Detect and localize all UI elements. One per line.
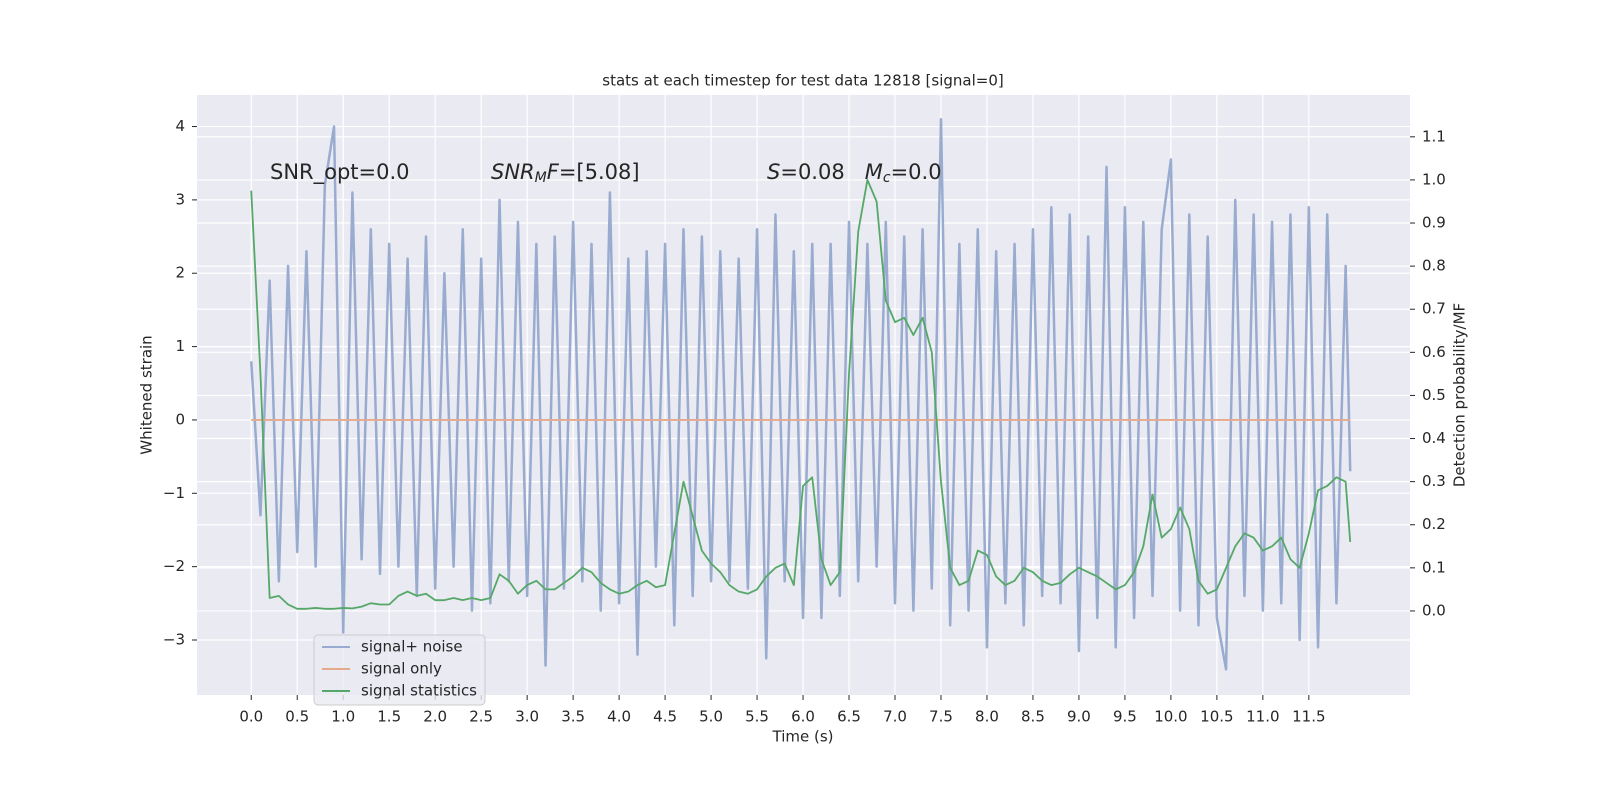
annotation-part: =[5.08] bbox=[559, 160, 640, 184]
x-tick-label: 6.0 bbox=[791, 708, 815, 726]
y2-axis-label: Detection probability/MF bbox=[1451, 303, 1469, 487]
annotation-part: M bbox=[865, 160, 883, 184]
legend-box bbox=[313, 634, 486, 706]
x-tick-label: 3.0 bbox=[515, 708, 539, 726]
y-tick-label: −3 bbox=[163, 630, 185, 648]
x-axis-label: Time (s) bbox=[772, 728, 834, 746]
x-tick-label: 1.5 bbox=[377, 708, 401, 726]
y2-tick-label: 0.5 bbox=[1422, 386, 1446, 404]
y2-tick-label: 0.1 bbox=[1422, 558, 1446, 576]
y2-tick-label: 1.1 bbox=[1422, 127, 1446, 145]
legend-label: signal only bbox=[361, 660, 442, 678]
chart-title: stats at each timestep for test data 128… bbox=[602, 72, 1003, 90]
legend-label: signal+ noise bbox=[361, 638, 463, 656]
x-tick-label: 7.5 bbox=[929, 708, 953, 726]
annotation: S=0.08 Mc=0.0 bbox=[767, 160, 942, 186]
x-tick-label: 10.5 bbox=[1200, 708, 1233, 726]
y2-tick-label: 0.7 bbox=[1422, 300, 1446, 318]
annotation-part: =0.0 bbox=[891, 160, 942, 184]
y-axis-label: Whitened strain bbox=[138, 335, 156, 454]
annotation-part: S bbox=[767, 160, 780, 184]
annotation-part: SNR bbox=[491, 160, 535, 184]
series-line bbox=[250, 179, 1352, 610]
y2-tick-label: 1.0 bbox=[1422, 170, 1446, 188]
annotation-part: M bbox=[535, 170, 547, 186]
y-tick-label: −2 bbox=[163, 557, 185, 575]
y2-tick-label: 0.8 bbox=[1422, 257, 1446, 275]
annotation: SNRMF=[5.08] bbox=[491, 160, 640, 186]
x-tick-label: 7.0 bbox=[883, 708, 907, 726]
annotation-part: F bbox=[547, 160, 560, 184]
x-tick-label: 4.0 bbox=[607, 708, 631, 726]
y-tick-label: 3 bbox=[175, 190, 185, 208]
y2-tick-label: 0.9 bbox=[1422, 214, 1446, 232]
x-tick-label: 2.0 bbox=[423, 708, 447, 726]
y2-tick-label: 0.3 bbox=[1422, 472, 1446, 490]
x-tick-label: 6.5 bbox=[837, 708, 861, 726]
x-tick-label: 4.5 bbox=[653, 708, 677, 726]
legend-label: signal statistics bbox=[361, 682, 477, 700]
x-tick-label: 9.0 bbox=[1067, 708, 1091, 726]
x-tick-label: 0.0 bbox=[239, 708, 263, 726]
x-tick-label: 8.0 bbox=[975, 708, 999, 726]
y2-tick-label: 0.2 bbox=[1422, 515, 1446, 533]
y2-tick-label: 0.4 bbox=[1422, 429, 1446, 447]
x-tick-label: 9.5 bbox=[1113, 708, 1137, 726]
annotation: SNR_opt=0.0 bbox=[270, 160, 410, 185]
annotation-part: c bbox=[883, 170, 891, 186]
annotation-part: =0.08 bbox=[780, 160, 864, 184]
y-tick-label: 1 bbox=[175, 337, 185, 355]
annotation-part: SNR_opt=0.0 bbox=[270, 160, 410, 185]
y-tick-label: 4 bbox=[175, 117, 185, 135]
y2-tick-label: 0.6 bbox=[1422, 343, 1446, 361]
x-tick-label: 1.0 bbox=[331, 708, 355, 726]
x-tick-label: 11.5 bbox=[1292, 708, 1325, 726]
x-tick-label: 8.5 bbox=[1021, 708, 1045, 726]
y2-tick-label: 0.0 bbox=[1422, 601, 1446, 619]
series-line bbox=[250, 117, 1352, 671]
y-tick-label: 0 bbox=[175, 410, 185, 428]
y-tick-label: 2 bbox=[175, 264, 185, 282]
x-tick-label: 5.0 bbox=[699, 708, 723, 726]
x-tick-label: 10.0 bbox=[1154, 708, 1187, 726]
x-tick-label: 2.5 bbox=[469, 708, 493, 726]
x-tick-label: 11.0 bbox=[1246, 708, 1279, 726]
x-tick-label: 5.5 bbox=[745, 708, 769, 726]
x-tick-label: 0.5 bbox=[285, 708, 309, 726]
y-tick-label: −1 bbox=[163, 484, 185, 502]
x-tick-label: 3.5 bbox=[561, 708, 585, 726]
